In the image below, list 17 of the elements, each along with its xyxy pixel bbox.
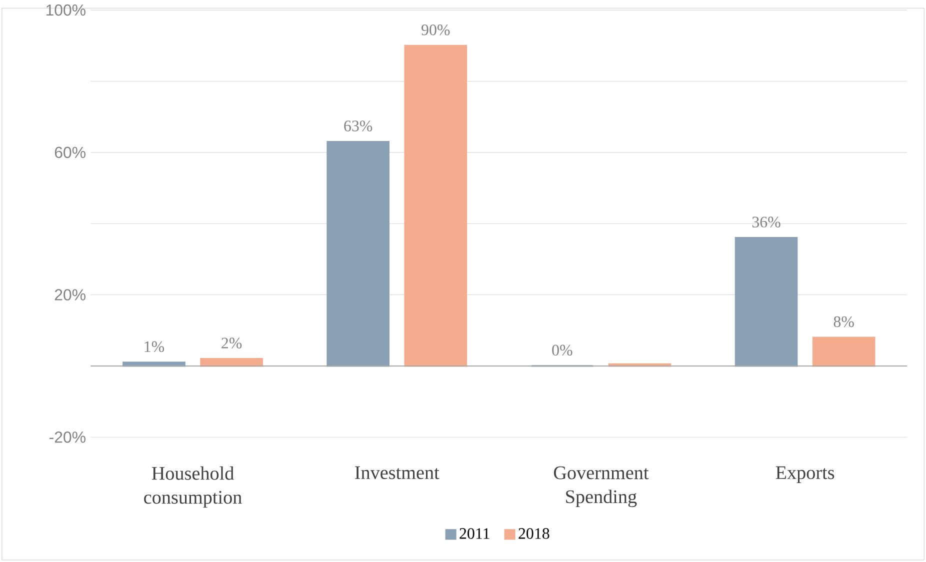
y-tick-label: -20% [50,432,86,443]
y-tick-label: 20% [54,289,86,300]
x-tick-label: Household consumption [144,466,242,508]
data-label: 90% [422,24,450,36]
data-label: 0% [552,344,572,356]
x-tick-label: Government Spending [554,466,649,508]
legend-label: 2018 [518,528,550,539]
data-label: 1% [144,341,164,352]
data-label: 36% [752,216,780,228]
data-label: 2% [222,338,242,349]
x-tick-label: Exports [776,466,834,484]
legend-label: 2011 [460,528,490,539]
y-tick-label: 60% [54,146,86,158]
y-tick-label: 100% [46,4,86,16]
data-label: 63% [344,120,372,132]
data-label: 8% [834,316,854,328]
x-tick-label: Investment [355,466,440,480]
